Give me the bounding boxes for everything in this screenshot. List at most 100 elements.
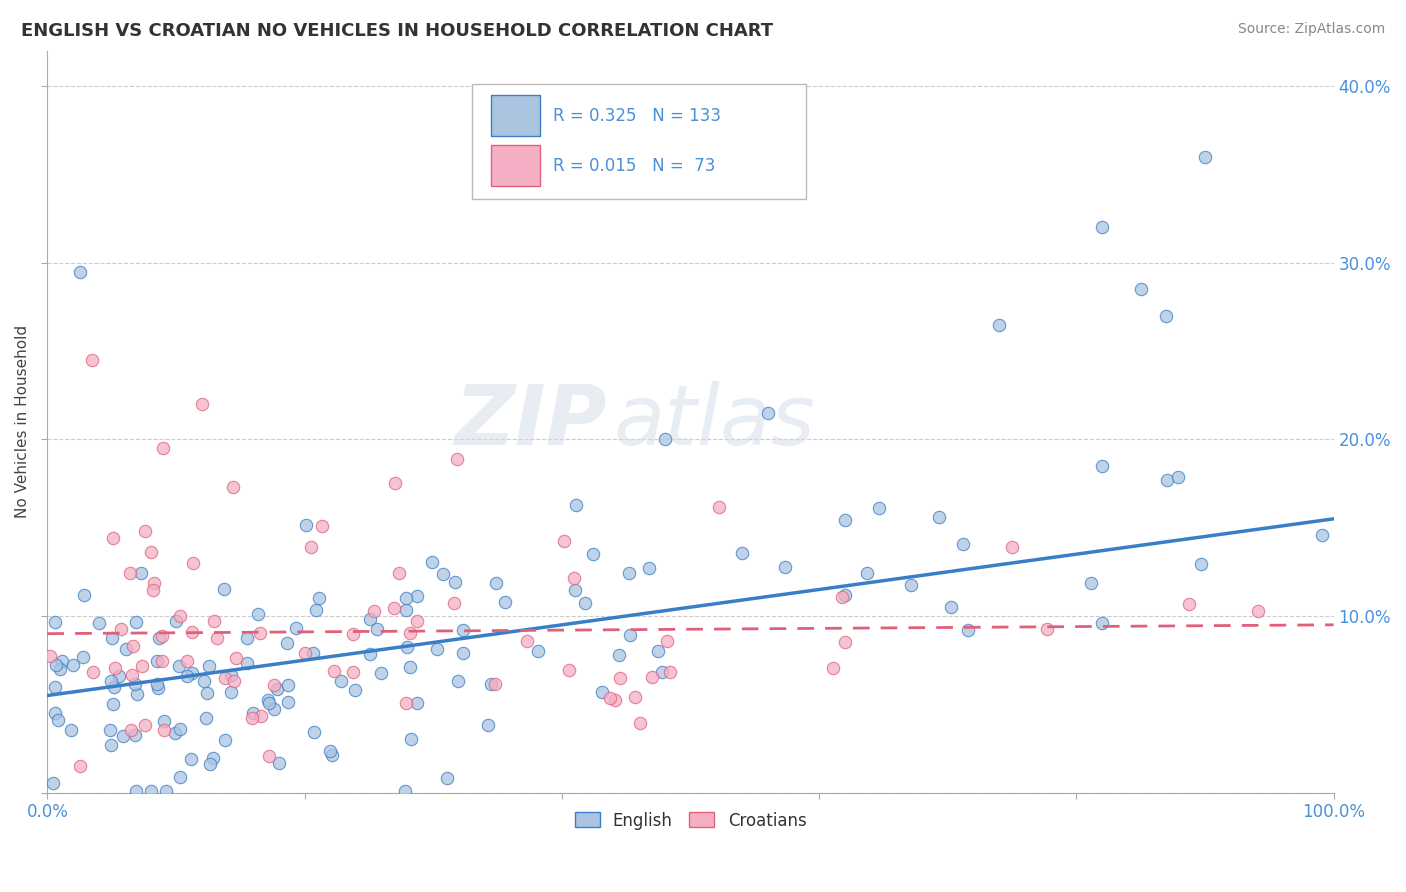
Point [342, 665, 364, 679]
Point [553, 534, 575, 549]
Point [1189, 557, 1212, 571]
Point [831, 591, 853, 605]
Point [607, 648, 630, 662]
Point [263, 702, 285, 716]
Point [42, 776, 65, 790]
Point [1091, 458, 1114, 473]
Text: R = 0.015   N =  73: R = 0.015 N = 73 [553, 157, 716, 175]
Point [425, 641, 447, 656]
Point [104, 660, 127, 674]
Point [240, 711, 263, 725]
Point [115, 642, 138, 657]
Point [169, 722, 191, 736]
Point [477, 718, 499, 732]
Point [219, 685, 242, 699]
Point [928, 510, 950, 524]
Point [72, 650, 94, 665]
Point [447, 674, 470, 689]
Point [359, 647, 381, 661]
Point [124, 677, 146, 691]
Point [257, 697, 280, 711]
Point [69, 264, 91, 278]
Point [60, 723, 83, 738]
Point [101, 698, 124, 712]
Text: ENGLISH VS CROATIAN NO VEHICLES IN HOUSEHOLD CORRELATION CHART: ENGLISH VS CROATIAN NO VEHICLES IN HOUSE… [21, 22, 773, 40]
Point [125, 784, 148, 798]
Point [139, 545, 162, 559]
Point [343, 683, 366, 698]
Point [319, 744, 342, 758]
Point [125, 615, 148, 629]
Point [395, 603, 418, 617]
Point [395, 696, 418, 710]
Text: atlas: atlas [613, 381, 815, 462]
Point [939, 599, 962, 614]
Point [82, 352, 104, 367]
Point [834, 513, 856, 527]
Point [382, 601, 405, 615]
Point [628, 716, 651, 731]
Point [451, 623, 474, 637]
Point [257, 693, 280, 707]
Point [834, 635, 856, 649]
Point [212, 582, 235, 596]
Point [603, 692, 626, 706]
Point [267, 756, 290, 770]
Point [89, 615, 111, 630]
Point [235, 657, 257, 671]
Point [1080, 575, 1102, 590]
Point [194, 711, 217, 725]
Point [195, 686, 218, 700]
Point [599, 690, 621, 705]
Text: Source: ZipAtlas.com: Source: ZipAtlas.com [1237, 22, 1385, 37]
Point [82, 665, 104, 680]
Point [1001, 541, 1024, 555]
Point [1247, 604, 1270, 618]
Point [181, 624, 204, 639]
Point [207, 632, 229, 646]
Point [222, 480, 245, 494]
Point [73, 588, 96, 602]
Point [659, 665, 682, 679]
Point [1178, 598, 1201, 612]
Point [285, 621, 308, 635]
Point [709, 500, 731, 515]
Point [131, 658, 153, 673]
Point [44, 615, 66, 629]
Point [1156, 473, 1178, 487]
Point [51, 654, 73, 668]
Point [250, 709, 273, 723]
Point [305, 603, 328, 617]
Point [395, 591, 418, 605]
Point [176, 655, 198, 669]
Point [562, 572, 585, 586]
Point [1091, 616, 1114, 631]
Point [153, 723, 176, 738]
Point [103, 681, 125, 695]
Point [398, 626, 420, 640]
Point [214, 733, 236, 747]
Point [821, 661, 844, 675]
Point [406, 614, 429, 628]
FancyBboxPatch shape [491, 145, 540, 186]
Point [148, 681, 170, 695]
Point [169, 608, 191, 623]
Point [219, 667, 242, 681]
Point [432, 567, 454, 582]
Point [163, 725, 186, 739]
Point [623, 690, 645, 704]
Point [46, 714, 69, 728]
Point [773, 560, 796, 574]
Point [591, 685, 613, 699]
Point [609, 671, 631, 685]
Point [155, 784, 177, 798]
Point [150, 629, 173, 643]
Point [952, 537, 974, 551]
Point [246, 607, 269, 621]
Point [120, 723, 142, 738]
Point [1036, 622, 1059, 636]
Point [124, 728, 146, 742]
Point [134, 524, 156, 538]
Point [44, 680, 66, 694]
Point [323, 665, 346, 679]
